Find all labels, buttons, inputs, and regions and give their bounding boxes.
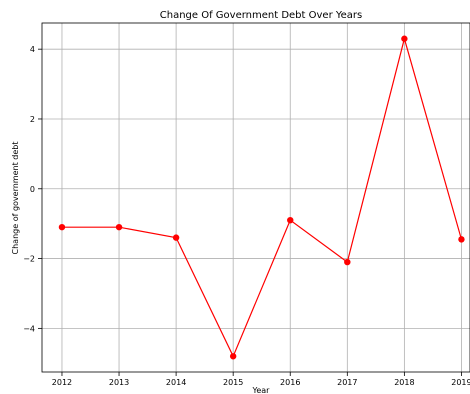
series-point [401, 35, 408, 42]
y-tick-label: −4 [23, 324, 35, 333]
x-axis-label: Year [252, 386, 271, 394]
y-tick-label: 4 [30, 45, 35, 54]
series-point [287, 216, 294, 224]
x-tick-label: 2012 [52, 378, 72, 387]
y-axis-label: Change of government debt [11, 142, 20, 255]
series-point [344, 258, 351, 266]
y-tick-label: −2 [23, 255, 35, 264]
series-point [115, 223, 123, 231]
chart-title: Change Of Government Debt Over Years [160, 10, 363, 21]
x-tick-label: 2019 [451, 378, 470, 387]
series-points [58, 35, 465, 360]
x-tick-label: 2015 [223, 378, 243, 387]
y-tick-label: 2 [30, 115, 35, 124]
y-tick-label: 0 [30, 185, 35, 194]
plot-area-frame [41, 22, 470, 373]
y-axis-ticks: −4 −2 0 2 4 [23, 45, 42, 333]
x-tick-label: 2013 [109, 378, 129, 387]
x-axis-ticks: 2012 2013 2014 2015 2016 2017 2018 2019 [52, 372, 470, 387]
grid-lines [42, 23, 470, 372]
series-point [58, 223, 66, 231]
x-tick-label: 2018 [394, 378, 414, 387]
series-line [61, 36, 463, 358]
series-point [229, 353, 237, 360]
series-point [458, 236, 465, 243]
series-point [172, 234, 180, 241]
x-tick-label: 2014 [166, 378, 186, 387]
x-tick-label: 2016 [280, 378, 300, 387]
x-tick-label: 2017 [337, 378, 357, 387]
